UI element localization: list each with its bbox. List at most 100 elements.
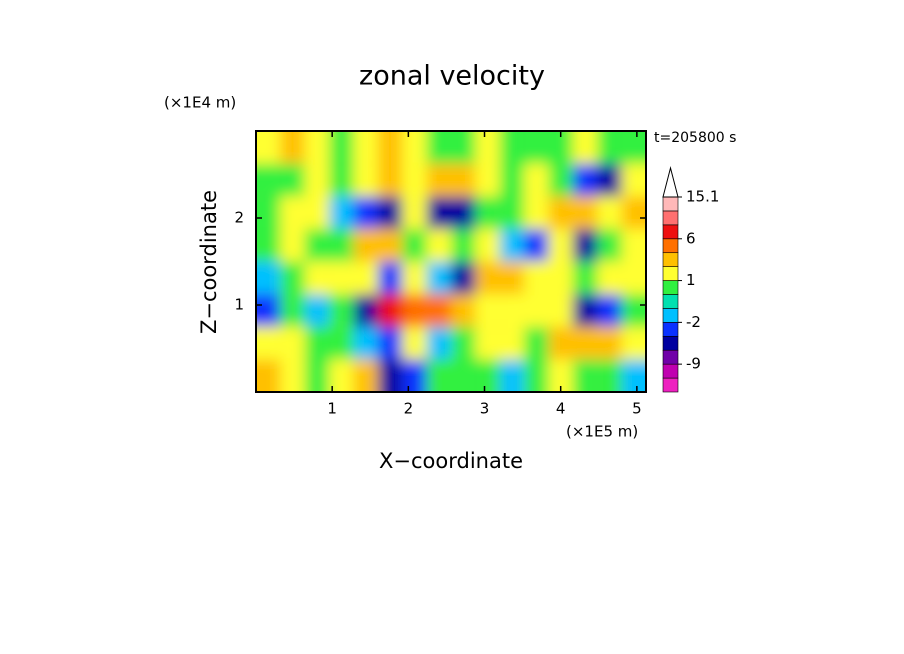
field-cell	[548, 131, 573, 164]
field-cell	[426, 228, 451, 262]
field-cell	[499, 326, 525, 360]
field-cell	[353, 131, 378, 164]
y-tick-label: 1	[234, 296, 244, 314]
field-cell	[524, 294, 549, 327]
field-cell	[621, 326, 646, 360]
field-cell	[377, 326, 403, 360]
field-cell	[475, 131, 500, 164]
field-cell	[280, 294, 305, 327]
field-cell	[280, 261, 305, 295]
field-cell	[548, 228, 573, 262]
field-cell	[499, 196, 525, 229]
field-cell	[475, 228, 500, 262]
field-cell	[597, 294, 622, 327]
field-cell	[451, 326, 476, 360]
colorbar-bin	[662, 363, 679, 379]
field-cell	[402, 261, 427, 295]
field-cell	[524, 326, 549, 360]
field-cell	[256, 131, 281, 164]
field-cell	[426, 261, 451, 295]
field-cell	[256, 196, 281, 229]
x-tick-label: 4	[556, 400, 566, 418]
field-cell	[621, 359, 646, 392]
field-cell	[353, 163, 378, 197]
field-cell	[304, 326, 330, 360]
y-unit: (×1E4 m)	[164, 94, 236, 112]
field-cell	[597, 326, 622, 360]
x-tick-label: 2	[404, 400, 414, 418]
field-cell	[548, 163, 573, 197]
field-cell	[353, 294, 378, 327]
field-cell	[304, 131, 330, 164]
field-cell	[256, 294, 281, 327]
colorbar-bin	[662, 238, 679, 254]
field-cell	[621, 294, 646, 327]
colorbar-label: -2	[686, 313, 701, 331]
field-cell	[524, 228, 549, 262]
field-cell	[621, 131, 646, 164]
field-cell	[572, 228, 598, 262]
chart-title: zonal velocity	[359, 61, 545, 92]
field-cell	[499, 359, 525, 392]
field-cell	[280, 163, 305, 197]
field-cell	[572, 131, 598, 164]
field-cell	[402, 131, 427, 164]
field-cell	[304, 294, 330, 327]
field-cell	[621, 261, 646, 295]
field-cell	[353, 326, 378, 360]
colorbar-label: 15.1	[686, 188, 719, 206]
field-cell	[499, 163, 525, 197]
field-cell	[451, 163, 476, 197]
field-cell	[402, 228, 427, 262]
colorbar-label: 1	[686, 271, 696, 289]
field-cell	[402, 326, 427, 360]
field-cell	[426, 326, 451, 360]
colorbar-bin	[662, 252, 679, 267]
field-cell	[621, 163, 646, 197]
colorbar-label: 6	[686, 229, 696, 247]
field-cell	[426, 196, 451, 229]
field-cell	[256, 359, 281, 392]
field-cell	[451, 359, 476, 392]
field-cell	[280, 359, 305, 392]
field-cell	[572, 261, 598, 295]
field-cell	[451, 131, 476, 164]
field-cell	[499, 228, 525, 262]
field-cell	[304, 196, 330, 229]
field-cell	[524, 359, 549, 392]
field-cell	[451, 294, 476, 327]
field-cell	[597, 163, 622, 197]
field-cell	[548, 261, 573, 295]
field-cell	[280, 326, 305, 360]
colorbar-bin	[662, 210, 679, 226]
field-cell	[304, 359, 330, 392]
y-axis-label: Z−coordinate	[197, 190, 221, 334]
x-tick-label: 5	[632, 400, 642, 418]
field-cell	[353, 359, 378, 392]
field-cell	[499, 131, 525, 164]
field-cell	[329, 163, 354, 197]
field-cell	[402, 359, 427, 392]
field-cell	[572, 294, 598, 327]
field-cell	[597, 196, 622, 229]
colorbar-bin	[662, 377, 679, 393]
field-cell	[280, 131, 305, 164]
field-cell	[256, 261, 281, 295]
field-cell	[256, 228, 281, 262]
field-cell	[377, 359, 403, 392]
field-cell	[329, 228, 354, 262]
field-cell	[377, 163, 403, 197]
field-cell	[621, 228, 646, 262]
colorbar-bin	[662, 266, 679, 281]
plot-frame	[255, 130, 647, 393]
field-cell	[377, 294, 403, 327]
field-cell	[548, 326, 573, 360]
x-axis-label: X−coordinate	[379, 449, 523, 473]
colorbar-bin	[662, 349, 679, 365]
field-cell	[475, 163, 500, 197]
field-cell	[597, 131, 622, 164]
field-cell	[451, 228, 476, 262]
field-cell	[524, 196, 549, 229]
field-cell	[256, 163, 281, 197]
colorbar-label: -9	[686, 355, 701, 373]
